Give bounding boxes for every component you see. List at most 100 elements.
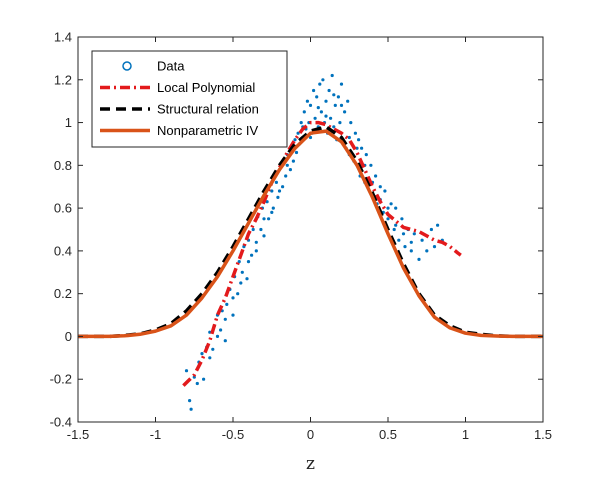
y-tick-label: -0.4	[50, 415, 72, 430]
data-point	[231, 296, 235, 300]
data-point	[291, 159, 295, 163]
data-point	[251, 227, 255, 232]
data-point	[208, 356, 212, 360]
data-point	[288, 168, 292, 172]
data-point	[318, 82, 322, 86]
data-point	[324, 114, 328, 118]
data-point	[231, 313, 235, 317]
data-point	[265, 200, 269, 204]
data-point	[262, 234, 266, 238]
data-point	[339, 82, 344, 86]
data-point	[369, 163, 373, 167]
y-tick-label: 1.2	[54, 72, 72, 87]
data-point	[284, 174, 288, 178]
data-point	[293, 138, 297, 142]
data-point	[357, 138, 361, 142]
data-point	[299, 121, 303, 125]
data-point	[240, 270, 244, 274]
data-point	[308, 103, 313, 107]
data-point	[321, 78, 325, 82]
data-point	[302, 110, 306, 114]
data-point	[219, 328, 223, 332]
legend-label-data: Data	[157, 59, 185, 74]
data-point	[364, 153, 368, 157]
data-point	[211, 347, 215, 351]
data-point	[330, 73, 334, 78]
data-point	[412, 232, 416, 236]
data-point	[429, 227, 433, 232]
data-point	[392, 227, 396, 232]
data-point	[409, 240, 413, 244]
y-tick-label: 0.8	[54, 158, 72, 173]
data-point	[276, 195, 280, 199]
data-point	[225, 302, 229, 306]
data-point	[338, 121, 342, 125]
data-point	[383, 189, 387, 193]
legend-label-local-polynomial: Local Polynomial	[157, 80, 255, 95]
data-point	[319, 110, 323, 114]
data-point	[223, 339, 227, 343]
data-point	[394, 223, 398, 227]
x-tick-label: -1	[150, 427, 162, 442]
data-point	[360, 146, 364, 150]
data-point	[397, 238, 401, 242]
y-tick-label: 1	[65, 115, 72, 130]
data-point	[270, 189, 274, 193]
y-tick-label: 0.2	[54, 286, 72, 301]
y-tick-label: -0.2	[50, 372, 72, 387]
data-point	[355, 146, 359, 150]
x-tick-label: 1	[462, 427, 469, 442]
data-point	[270, 210, 274, 214]
data-point	[386, 206, 390, 210]
data-point	[200, 352, 204, 356]
data-point	[184, 369, 189, 373]
data-point	[339, 103, 344, 107]
data-point	[436, 223, 440, 227]
data-point	[195, 381, 199, 386]
legend-label-structural-relation: Structural relation	[157, 102, 259, 117]
data-point	[202, 377, 206, 381]
data-point	[401, 232, 406, 236]
x-tick-label: 1.5	[534, 427, 552, 442]
data-point	[316, 106, 320, 110]
data-point	[305, 99, 309, 103]
data-point	[215, 334, 220, 338]
y-tick-label: 0	[65, 329, 72, 344]
y-tick-label: 1.4	[54, 30, 72, 45]
data-point	[313, 116, 317, 120]
data-point	[378, 185, 382, 189]
x-tick-label: 0.5	[379, 427, 397, 442]
data-point	[332, 125, 336, 129]
data-point	[250, 253, 254, 257]
data-point	[262, 217, 266, 221]
data-point	[189, 407, 193, 411]
data-point	[346, 99, 350, 103]
data-point	[239, 281, 243, 285]
data-point	[389, 202, 393, 206]
data-point	[347, 135, 351, 140]
x-tick-label: -1.5	[67, 427, 89, 442]
data-point	[277, 189, 282, 193]
data-point	[237, 260, 241, 264]
data-point	[425, 249, 429, 253]
data-point	[403, 245, 407, 249]
data-point	[327, 88, 331, 93]
legend-marker-data	[122, 61, 132, 71]
data-point	[281, 185, 285, 189]
data-point	[259, 227, 263, 232]
data-point	[271, 206, 275, 210]
legend: Data Local Polynomial Structural relation N…	[91, 50, 288, 148]
axes: -1.5 -1 -0.5 0 0.5 1 1.5 -0.4 -0.2 0 0.2 0.4 0.6 0.8 1…	[50, 30, 552, 443]
data-point	[409, 249, 413, 253]
data-point	[236, 292, 240, 296]
y-tick-label: 0.4	[54, 243, 72, 258]
data-point	[333, 103, 337, 107]
data-point	[267, 217, 271, 221]
data-point	[285, 163, 289, 167]
data-point	[349, 121, 353, 125]
x-axis-title: z	[306, 454, 315, 474]
data-point	[254, 249, 258, 253]
data-point	[332, 93, 336, 97]
data-point	[432, 245, 437, 249]
x-tick-label: 0	[307, 427, 314, 442]
